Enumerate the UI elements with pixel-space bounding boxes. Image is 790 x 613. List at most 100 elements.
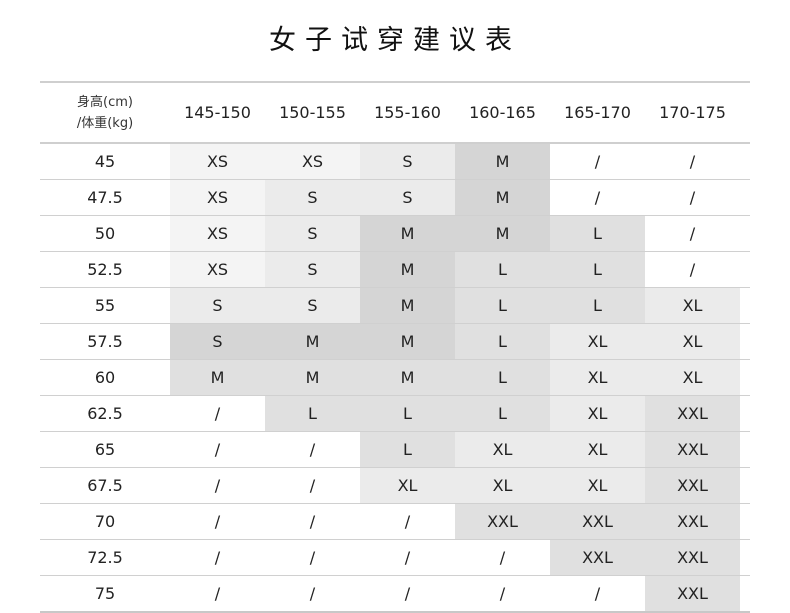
size-cell: L <box>360 432 455 467</box>
size-cell: L <box>550 288 645 323</box>
table-row: 70// / XXL XXL XXL <box>40 504 750 540</box>
weight-cell: 70 <box>94 512 116 531</box>
weight-cell: 65 <box>94 440 116 459</box>
size-cell: M <box>455 216 550 251</box>
height-header: 145-150 <box>184 103 251 122</box>
size-cell: / <box>455 540 550 575</box>
size-cell: / <box>170 504 265 539</box>
size-cell: / <box>170 576 265 611</box>
size-cell: XL <box>645 288 740 323</box>
weight-cell: 62.5 <box>87 404 123 423</box>
weight-cell: 75 <box>94 584 116 603</box>
size-cell: L <box>550 252 645 287</box>
weight-cell: 57.5 <box>87 332 123 351</box>
size-cell: S <box>360 180 455 215</box>
table-row: 72.5// / / XXL XXL <box>40 540 750 576</box>
size-chart-table: 身高(cm) /体重(kg) 145-150 150-155 155-160 1… <box>40 81 750 613</box>
size-cell: XXL <box>455 504 550 539</box>
size-cell: L <box>455 288 550 323</box>
size-cell: / <box>550 144 645 179</box>
size-cell: / <box>550 576 645 611</box>
table-row: 62.5/L L L XL XXL <box>40 396 750 432</box>
table-row: 75// / / / XXL <box>40 576 750 613</box>
size-cell: / <box>265 540 360 575</box>
height-header: 165-170 <box>564 103 631 122</box>
size-cell: XXL <box>645 504 740 539</box>
weight-cell: 67.5 <box>87 476 123 495</box>
size-cell: XS <box>170 180 265 215</box>
size-cell: / <box>645 216 740 251</box>
size-cell: / <box>265 468 360 503</box>
corner-header: 身高(cm) /体重(kg) <box>40 83 170 142</box>
height-header: 150-155 <box>279 103 346 122</box>
size-cell: / <box>645 180 740 215</box>
size-cell: XL <box>645 324 740 359</box>
weight-cell: 47.5 <box>87 188 123 207</box>
size-cell: / <box>265 504 360 539</box>
table-row: 55 S S M L L XL <box>40 288 750 324</box>
size-cell: XXL <box>645 468 740 503</box>
size-cell: M <box>455 144 550 179</box>
size-cell: / <box>170 468 265 503</box>
size-cell: / <box>170 396 265 431</box>
size-cell: M <box>360 288 455 323</box>
height-header: 170-175 <box>659 103 726 122</box>
size-cell: XS <box>170 252 265 287</box>
size-cell: L <box>265 396 360 431</box>
page-title: 女子试穿建议表 <box>269 25 521 56</box>
table-row: 65// L XL XL XXL <box>40 432 750 468</box>
size-cell: M <box>265 324 360 359</box>
size-cell: XL <box>550 468 645 503</box>
table-row: 67.5// XL XL XL XXL <box>40 468 750 504</box>
weight-cell: 50 <box>94 224 116 243</box>
size-cell: XL <box>550 360 645 395</box>
size-cell: M <box>360 252 455 287</box>
size-cell: / <box>360 576 455 611</box>
size-cell: L <box>455 252 550 287</box>
size-cell: S <box>265 216 360 251</box>
size-cell: L <box>455 396 550 431</box>
size-cell: / <box>360 540 455 575</box>
table-row: 45 XS XS S M / / <box>40 144 750 180</box>
size-cell: S <box>265 252 360 287</box>
size-cell: XL <box>550 396 645 431</box>
size-cell: S <box>170 324 265 359</box>
size-cell: S <box>170 288 265 323</box>
weight-cell: 52.5 <box>87 260 123 279</box>
size-cell: XL <box>360 468 455 503</box>
size-cell: M <box>360 360 455 395</box>
size-cell: XL <box>550 432 645 467</box>
size-cell: L <box>360 396 455 431</box>
size-cell: XS <box>265 144 360 179</box>
weight-unit-label: /体重(kg) <box>76 115 134 131</box>
size-cell: XS <box>170 144 265 179</box>
size-cell: M <box>360 216 455 251</box>
height-header: 160-165 <box>469 103 536 122</box>
size-cell: M <box>360 324 455 359</box>
weight-cell: 72.5 <box>87 548 123 567</box>
size-cell: L <box>455 360 550 395</box>
size-cell: XL <box>550 324 645 359</box>
size-cell: / <box>265 576 360 611</box>
size-cell: / <box>170 432 265 467</box>
size-cell: XXL <box>550 540 645 575</box>
size-cell: XXL <box>550 504 645 539</box>
size-cell: / <box>645 144 740 179</box>
size-cell: XXL <box>645 576 740 611</box>
size-cell: L <box>550 216 645 251</box>
size-cell: M <box>455 180 550 215</box>
table-header-row: 身高(cm) /体重(kg) 145-150 150-155 155-160 1… <box>40 83 750 144</box>
table-row: 57.5 S M M L XL XL <box>40 324 750 360</box>
size-cell: XL <box>455 468 550 503</box>
size-cell: L <box>455 324 550 359</box>
size-cell: / <box>360 504 455 539</box>
table-row: 52.5 XS S M L L / <box>40 252 750 288</box>
size-cell: XXL <box>645 396 740 431</box>
table-row: 60 M M M L XL XL <box>40 360 750 396</box>
weight-cell: 45 <box>94 152 116 171</box>
height-header: 155-160 <box>374 103 441 122</box>
size-cell: / <box>645 252 740 287</box>
size-cell: / <box>265 432 360 467</box>
weight-cell: 55 <box>94 296 116 315</box>
size-cell: S <box>265 288 360 323</box>
